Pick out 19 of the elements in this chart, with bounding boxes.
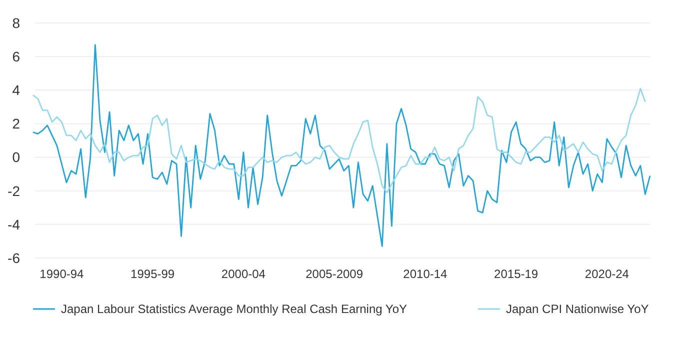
legend-label: Japan CPI Nationwise YoY [506, 302, 649, 316]
line-series [32, 88, 646, 194]
x-tick-label: 1995-99 [130, 267, 175, 281]
x-tick-label: 2000-04 [221, 267, 266, 281]
y-tick-label: -6 [8, 250, 20, 266]
y-tick-label: 4 [12, 82, 20, 98]
x-tick-label: 1990-94 [40, 267, 84, 281]
x-tick-label: 2005-2009 [306, 267, 364, 281]
x-tick-label: 2020-24 [584, 267, 630, 281]
y-tick-label: -4 [8, 216, 20, 232]
y-tick-label: -2 [8, 182, 20, 199]
legend-label: Japan Labour Statistics Average Monthly Real Cash Earning YoY [61, 302, 407, 316]
y-tick-label: 6 [12, 48, 20, 64]
x-tick-label: 2010-14 [403, 267, 448, 281]
x-tick-label: 2015-19 [494, 267, 538, 281]
y-tick-label: 8 [12, 14, 20, 31]
y-tick-label: 2 [12, 116, 20, 132]
line-series [32, 44, 651, 247]
y-tick-label: 0 [12, 149, 20, 166]
